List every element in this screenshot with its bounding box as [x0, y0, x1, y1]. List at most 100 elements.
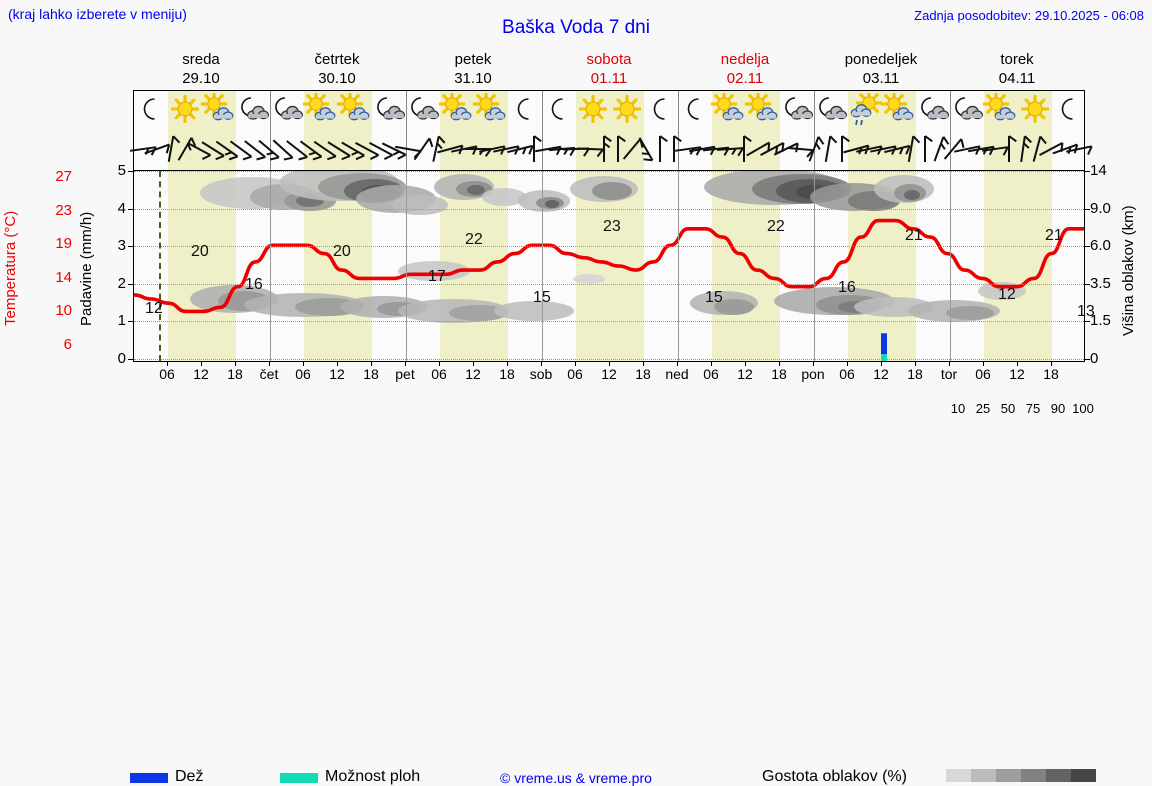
day-header-torek: torek 04.11 — [949, 50, 1085, 88]
cloud-height-axis-title: Višina oblakov (km) — [1120, 205, 1137, 337]
x-axis-label: 18 — [635, 366, 651, 382]
x-axis-label: sob — [529, 366, 553, 382]
x-axis-label: 12 — [193, 366, 209, 382]
wind-barb-icon — [922, 129, 956, 168]
wind-barb-icon — [210, 129, 244, 168]
moon-cloud-icon — [778, 93, 816, 127]
temperature-axis-title: Temperatura (°C) — [2, 210, 19, 327]
wind-barb-icon — [894, 129, 928, 168]
cloud-density-tick-label: 90 — [1050, 401, 1066, 416]
wind-barb-icon — [140, 129, 174, 168]
day-date: 01.11 — [590, 70, 628, 87]
wind-barb-icon — [503, 129, 537, 168]
axis-tick — [128, 208, 133, 210]
moon-cloud-icon — [948, 93, 986, 127]
gridline — [134, 171, 1084, 172]
day-separator — [678, 171, 679, 361]
axis-tick — [1085, 246, 1090, 248]
wind-barb-icon — [783, 129, 817, 168]
wind-barb-icon — [573, 129, 607, 168]
current-time-line — [159, 171, 161, 361]
wind-barb-icon — [447, 129, 481, 168]
day-date: 04.11 — [998, 70, 1036, 87]
wind-barb-icon — [336, 129, 370, 168]
precipitation-tick-label: 3 — [117, 237, 126, 255]
gridline — [134, 246, 1084, 247]
day-header-row: sreda 29.10 četrtek 30.10 petek 31.10 sobota 01… — [133, 50, 1085, 88]
wind-barb-icon — [419, 129, 453, 168]
x-axis-label: 18 — [907, 366, 923, 382]
wind-barb-icon — [154, 129, 188, 168]
weather-icon-band — [129, 89, 1093, 171]
sun-cloud-icon — [710, 90, 748, 127]
x-axis-label: čet — [259, 366, 279, 382]
wind-barb-icon — [643, 129, 677, 168]
moon-icon — [540, 93, 578, 127]
x-axis-tick — [371, 361, 372, 366]
rain-legend-label: Dež — [175, 768, 204, 785]
sun-cloud-icon — [336, 90, 374, 127]
forecast-plot — [133, 171, 1085, 361]
moon-cloud-icon — [404, 93, 442, 127]
x-axis-label: pon — [801, 366, 825, 382]
day-separator — [814, 91, 815, 170]
copyright-link[interactable]: © vreme.us & vreme.pro — [500, 770, 652, 786]
temperature-tick-label: 6 — [63, 335, 72, 353]
x-axis-label: 12 — [873, 366, 889, 382]
moon-cloud-icon — [914, 93, 952, 127]
moon-icon — [642, 93, 680, 127]
wind-barb-icon — [280, 129, 314, 168]
temperature-point-label: 15 — [533, 289, 551, 306]
day-name: petek — [454, 51, 492, 68]
day-separator — [950, 91, 951, 170]
sun-cloud-icon — [744, 90, 782, 127]
day-name: četrtek — [314, 51, 360, 68]
gridline — [134, 359, 1084, 360]
precipitation-tick-label: 1 — [117, 312, 126, 330]
wind-barb-icon — [294, 129, 328, 168]
x-axis-tick — [303, 361, 304, 366]
cloud-density-blob — [946, 306, 994, 320]
rain-legend-swatch — [130, 773, 168, 783]
x-axis-label: ned — [665, 366, 689, 382]
cloud-height-tick-label: 0 — [1090, 350, 1099, 367]
rain-bar — [881, 333, 887, 355]
moon-icon — [1050, 93, 1088, 127]
precipitation-tick-label: 0 — [117, 350, 126, 367]
wind-barb-icon — [377, 129, 411, 168]
sun-icon — [608, 93, 646, 127]
cloud-density-tick-label: 75 — [1025, 401, 1041, 416]
x-axis-tick — [473, 361, 474, 366]
day-separator — [950, 171, 951, 361]
precipitation-tick-label: 4 — [117, 199, 126, 217]
x-axis-label: 12 — [737, 366, 753, 382]
sun-cloud-icon — [438, 90, 476, 127]
x-axis-tick — [779, 361, 780, 366]
day-date: 29.10 — [182, 70, 220, 87]
temperature-tick-label: 14 — [55, 268, 72, 286]
wind-barb-icon — [713, 129, 747, 168]
wind-barb-icon — [1020, 129, 1054, 168]
x-axis-label: tor — [940, 366, 958, 382]
sun-cloud-icon — [982, 90, 1020, 127]
temperature-point-label: 22 — [767, 218, 785, 235]
wind-barb-icon — [880, 129, 914, 168]
x-axis-label: 12 — [601, 366, 617, 382]
day-date: 03.11 — [862, 70, 900, 87]
x-axis-tick — [575, 361, 576, 366]
axis-tick — [128, 359, 133, 360]
x-axis-tick — [711, 361, 712, 366]
temperature-tick-label: 19 — [55, 235, 72, 252]
wind-barb-icon — [308, 129, 342, 168]
temperature-point-label: 13 — [1077, 303, 1095, 320]
x-axis-label: 12 — [329, 366, 345, 382]
wind-barb-icon — [825, 129, 859, 168]
x-axis-label: 18 — [771, 366, 787, 382]
day-name: ponedeljek — [844, 51, 918, 68]
x-axis-label: 18 — [363, 366, 379, 382]
day-separator — [542, 91, 543, 170]
moon-icon — [506, 93, 544, 127]
moon-cloud-icon — [812, 93, 850, 127]
temperature-point-label: 20 — [333, 243, 351, 260]
day-separator — [270, 171, 271, 361]
